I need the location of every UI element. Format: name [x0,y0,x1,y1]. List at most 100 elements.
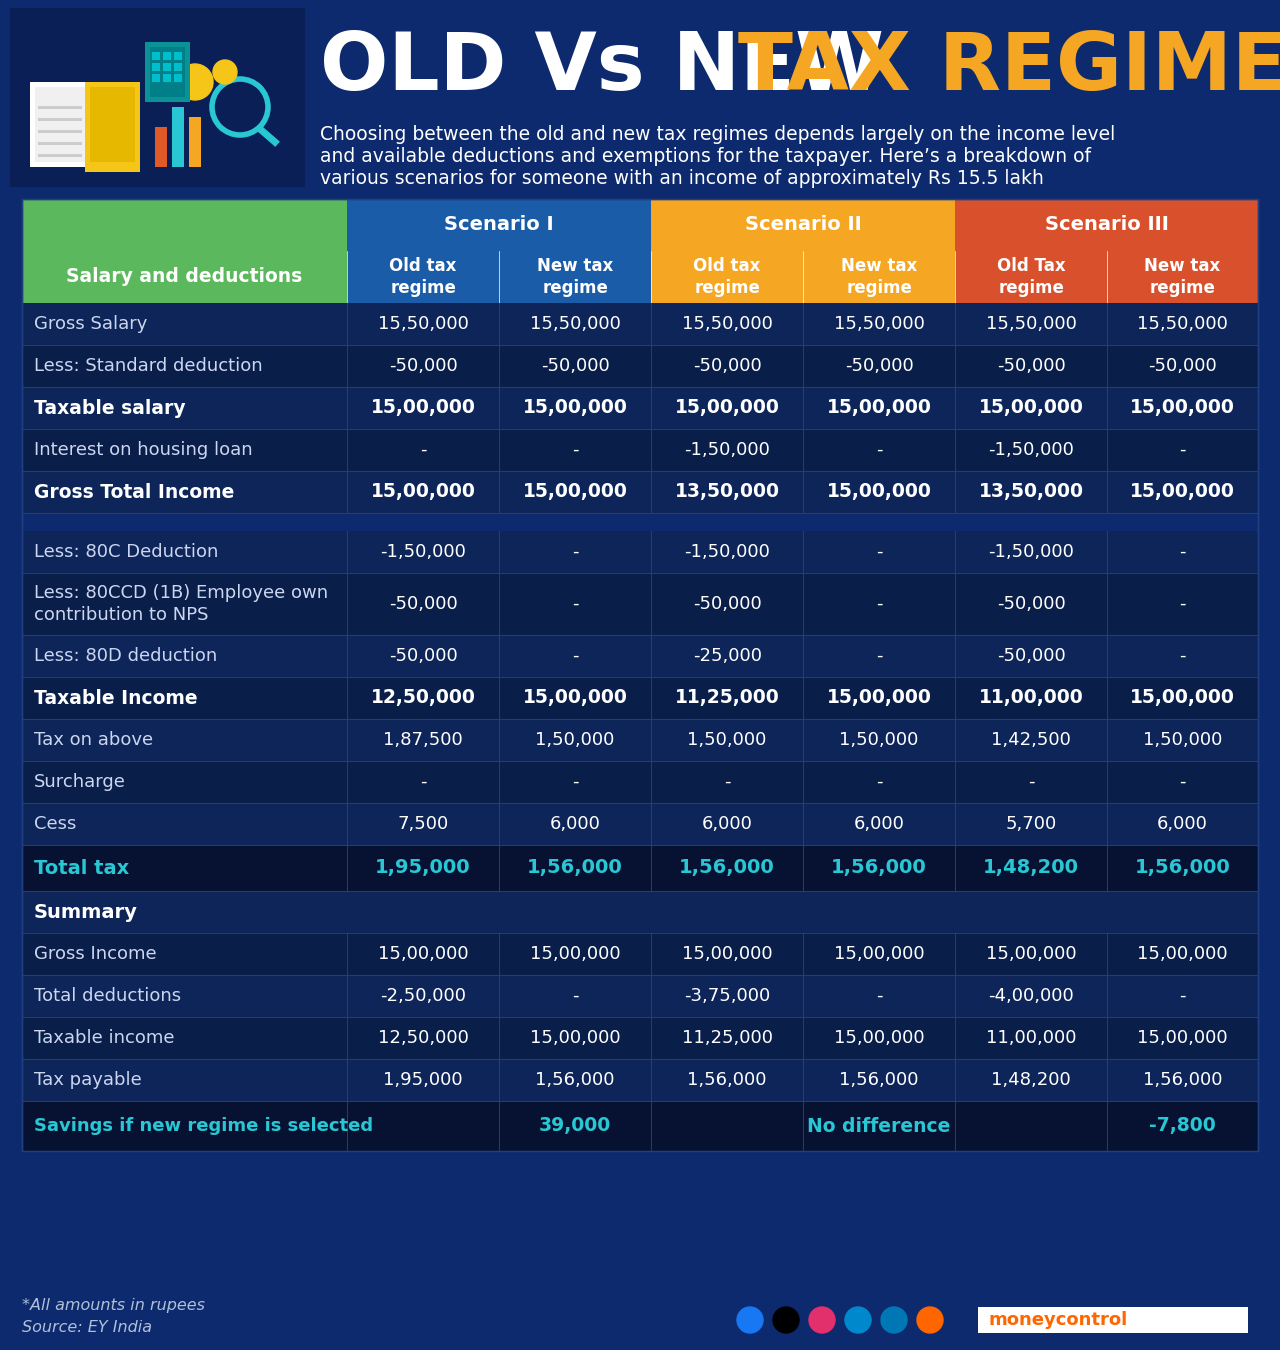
Text: Total deductions: Total deductions [35,987,182,1004]
Text: New tax
regime: New tax regime [841,256,918,297]
Text: -50,000: -50,000 [389,356,457,375]
Bar [347,198,652,251]
Text: 15,50,000: 15,50,000 [682,315,773,333]
Text: 1,50,000: 1,50,000 [840,730,919,749]
Bar [955,198,1258,251]
Text: -50,000: -50,000 [845,356,914,375]
Text: -50,000: -50,000 [540,356,609,375]
Text: 15,00,000: 15,00,000 [522,688,627,707]
Bar [803,251,955,302]
Text: -4,00,000: -4,00,000 [988,987,1074,1004]
Bar [145,42,189,103]
Text: 15,00,000: 15,00,000 [530,945,621,963]
Bar [499,251,652,302]
Bar [38,117,82,121]
Text: 15,00,000: 15,00,000 [1130,482,1235,501]
Text: -: - [572,595,579,613]
Text: -: - [1179,543,1185,562]
Circle shape [845,1307,870,1332]
Bar [22,531,1258,572]
Text: -: - [1028,774,1034,791]
Text: -: - [1179,987,1185,1004]
Text: 6,000: 6,000 [701,815,753,833]
Text: -1,50,000: -1,50,000 [988,543,1074,562]
Text: -1,50,000: -1,50,000 [988,441,1074,459]
Text: 15,00,000: 15,00,000 [833,945,924,963]
Bar [152,74,160,82]
Circle shape [881,1307,908,1332]
Text: -2,50,000: -2,50,000 [380,987,466,1004]
Text: 15,50,000: 15,50,000 [530,315,621,333]
Text: 11,00,000: 11,00,000 [986,1029,1076,1048]
Text: 1,56,000: 1,56,000 [831,859,927,878]
Text: -: - [876,441,882,459]
Text: various scenarios for someone with an income of approximately Rs 15.5 lakh: various scenarios for someone with an in… [320,169,1044,188]
Text: 15,00,000: 15,00,000 [979,398,1084,417]
Text: -: - [876,987,882,1004]
Bar [22,634,1258,676]
Text: -50,000: -50,000 [997,647,1065,666]
Text: Summary: Summary [35,903,138,922]
Text: 1,50,000: 1,50,000 [687,730,767,749]
Bar [150,47,186,97]
Bar [38,130,82,134]
Text: 1,48,200: 1,48,200 [991,1071,1071,1089]
Bar [22,302,1258,346]
Text: 15,00,000: 15,00,000 [1138,945,1228,963]
Text: 15,00,000: 15,00,000 [986,945,1076,963]
Text: *All amounts in rupees
Source: EY India: *All amounts in rupees Source: EY India [22,1297,205,1335]
Text: Cess: Cess [35,815,77,833]
Bar [22,761,1258,803]
Text: Gross Salary: Gross Salary [35,315,147,333]
Text: 1,56,000: 1,56,000 [527,859,623,878]
Text: 13,50,000: 13,50,000 [675,482,780,501]
Text: -: - [572,543,579,562]
Bar [1107,251,1258,302]
Bar [38,154,82,157]
Bar [174,74,182,82]
Text: -: - [876,595,882,613]
Text: -: - [1179,647,1185,666]
Text: New tax
regime: New tax regime [1144,256,1221,297]
Text: 1,95,000: 1,95,000 [383,1071,463,1089]
Bar [22,198,1258,1152]
Bar [955,251,1107,302]
Bar [163,74,172,82]
Text: -50,000: -50,000 [1148,356,1217,375]
Text: 1,87,500: 1,87,500 [383,730,463,749]
Text: 15,50,000: 15,50,000 [833,315,924,333]
Text: 15,00,000: 15,00,000 [675,398,780,417]
Text: Total tax: Total tax [35,859,129,878]
Bar [84,82,140,171]
Text: -1,50,000: -1,50,000 [380,543,466,562]
Text: 5,700: 5,700 [1006,815,1057,833]
Text: 12,50,000: 12,50,000 [371,688,475,707]
Bar [22,346,1258,387]
Text: moneycontrol: moneycontrol [988,1311,1128,1328]
Text: 15,00,000: 15,00,000 [378,945,468,963]
Text: 15,00,000: 15,00,000 [827,688,932,707]
Text: -: - [724,774,731,791]
Bar [174,53,182,59]
Text: 15,50,000: 15,50,000 [378,315,468,333]
Text: 15,00,000: 15,00,000 [522,398,627,417]
Bar [38,142,82,144]
Bar [174,63,182,72]
Bar [22,198,347,302]
Bar [35,86,84,162]
Text: 6,000: 6,000 [854,815,905,833]
Text: 6,000: 6,000 [1157,815,1208,833]
Bar [22,429,1258,471]
Text: -50,000: -50,000 [997,595,1065,613]
Bar [652,198,955,251]
Bar [172,107,184,167]
Text: 1,56,000: 1,56,000 [535,1071,614,1089]
Text: and available deductions and exemptions for the taxpayer. Here’s a breakdown of: and available deductions and exemptions … [320,147,1091,166]
Bar [22,1102,1258,1152]
Text: Scenario II: Scenario II [745,216,861,235]
Text: -50,000: -50,000 [692,356,762,375]
Text: 15,00,000: 15,00,000 [1130,688,1235,707]
Bar [163,53,172,59]
Text: 15,50,000: 15,50,000 [986,315,1076,333]
Text: Taxable income: Taxable income [35,1029,174,1048]
